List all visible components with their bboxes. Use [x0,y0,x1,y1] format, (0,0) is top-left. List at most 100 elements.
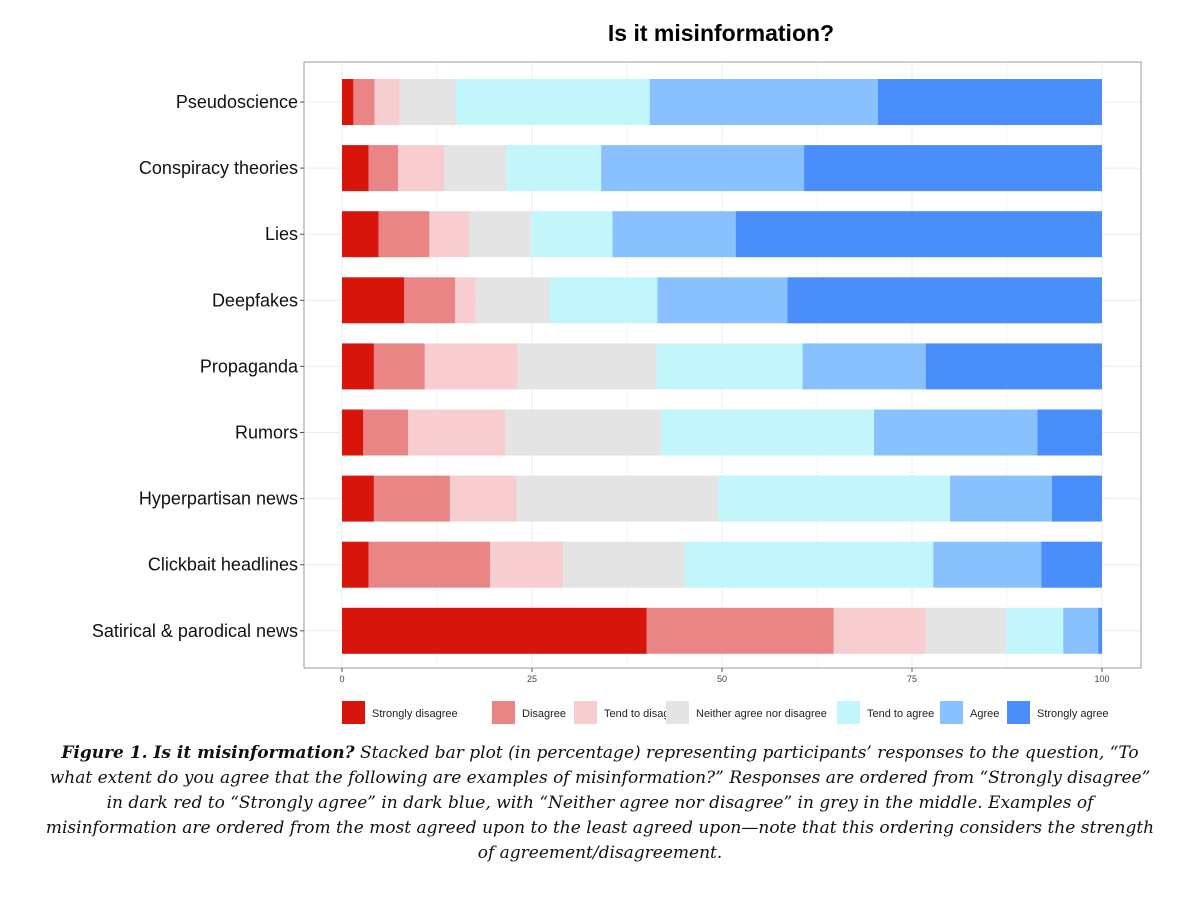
legend-swatch [837,701,860,724]
legend-label: Strongly agree [1037,708,1109,720]
bar-segment-strongly-disagree [342,277,405,324]
legend-label: Strongly disagree [372,708,458,720]
bar-segment-tend-to-disagree [449,475,517,522]
bar-segment-agree [649,79,878,125]
bar-segment-tend-to-agree [456,79,650,125]
bar-segment-tend-to-agree [531,211,613,258]
bar-segment-agree [802,343,926,390]
bar-segment-strongly-disagree [342,541,369,588]
bar-segment-neither-agree-nor-disagree [399,79,456,125]
bar-segment-tend-to-disagree [424,343,518,390]
bar-segment-strongly-agree [1037,409,1102,456]
category-label: Hyperpartisan news [139,489,298,509]
bar-segment-neither-agree-nor-disagree [468,211,532,258]
category-label: Deepfakes [212,290,298,310]
legend-label: Tend to disagree [604,708,685,720]
bar-segment-tend-to-agree [684,541,934,588]
category-label: Clickbait headlines [148,555,298,575]
category-label: Satirical & parodical news [92,621,298,641]
figure-caption: Figure 1. Is it misinformation? Stacked … [40,741,1160,866]
x-tick-label: 75 [907,674,917,684]
bar-segment-tend-to-agree [549,277,658,324]
bar-segment-agree [601,145,805,192]
bar-segment-strongly-agree [735,211,1102,258]
bar-segment-agree [1063,607,1099,654]
caption-lead: Figure 1. Is it misinformation? [61,743,355,763]
x-axis: 0 25 50 75 100 [339,668,1110,684]
bar-segment-strongly-disagree [342,343,374,390]
bar-segment-disagree [378,211,430,258]
caption-body: Stacked bar plot (in percentage) represe… [45,743,1155,863]
bar-segment-strongly-disagree [342,475,374,522]
bar-segment-strongly-disagree [342,145,369,192]
bar-segment-tend-to-disagree [374,79,400,125]
bars [342,79,1102,654]
legend-swatch [574,701,597,724]
stacked-bar-chart: Is it misinformation? Pseudoscience Consp… [92,20,1142,724]
bar-segment-tend-to-disagree [429,211,469,258]
bar-segment-neither-agree-nor-disagree [563,541,685,588]
category-label: Propaganda [200,356,299,376]
bar-segment-neither-agree-nor-disagree [516,475,719,522]
bar-segment-agree [933,541,1042,588]
bar-segment-neither-agree-nor-disagree [925,607,1007,654]
bar-segment-agree [612,211,736,258]
bar-segment-strongly-disagree [342,607,647,654]
bar-segment-agree [874,409,1038,456]
bar-segment-tend-to-agree [661,409,874,456]
category-labels: Pseudoscience Conspiracy theories Lies Deep… [92,92,304,641]
bar-segment-tend-to-agree [506,145,602,192]
bar-segment-strongly-agree [1098,607,1102,654]
bar-segment-disagree [646,607,834,654]
category-label: Conspiracy theories [139,158,298,178]
bar-segment-tend-to-disagree [398,145,445,192]
chart-title: Is it misinformation? [608,20,834,46]
bar-segment-disagree [373,475,450,522]
bar-segment-tend-to-agree [656,343,803,390]
bar-segment-tend-to-disagree [408,409,506,456]
legend-label: Neither agree nor disagree [696,708,827,720]
legend-swatch [940,701,963,724]
bar-segment-tend-to-agree [1006,607,1064,654]
bar-segment-strongly-agree [787,277,1102,324]
bar-segment-strongly-disagree [342,211,379,258]
bar-segment-disagree [363,409,409,456]
bar-segment-tend-to-agree [718,475,950,522]
legend-swatch [1007,701,1030,724]
legend-swatch [342,701,365,724]
bar-segment-strongly-agree [1041,541,1102,588]
legend-label: Tend to agree [867,708,934,720]
bar-segment-strongly-disagree [342,409,364,456]
bar-segment-tend-to-disagree [455,277,476,324]
bar-segment-strongly-agree [804,145,1102,192]
bar-segment-strongly-agree [925,343,1102,390]
category-label: Rumors [235,423,298,443]
x-tick-label: 100 [1094,674,1109,684]
legend-swatch [666,701,689,724]
bar-segment-disagree [368,145,399,192]
bar-segment-neither-agree-nor-disagree [475,277,550,324]
bar-segment-strongly-disagree [342,79,354,125]
bar-segment-strongly-agree [1051,475,1102,522]
category-label: Lies [265,224,298,244]
x-tick-label: 0 [339,674,344,684]
bar-segment-tend-to-disagree [490,541,564,588]
bar-segment-disagree [404,277,456,324]
x-tick-label: 50 [717,674,727,684]
legend: Strongly disagree Disagree Tend to disagre… [342,701,1109,724]
bar-segment-agree [657,277,788,324]
bar-segment-neither-agree-nor-disagree [444,145,507,192]
bar-segment-strongly-agree [877,79,1102,125]
bar-segment-disagree [353,79,375,125]
legend-label: Disagree [522,708,566,720]
x-tick-label: 25 [527,674,537,684]
bar-segment-neither-agree-nor-disagree [517,343,657,390]
bar-segment-disagree [368,541,491,588]
legend-label: Agree [970,708,999,720]
bar-segment-agree [950,475,1052,522]
bar-segment-neither-agree-nor-disagree [505,409,662,456]
bar-segment-disagree [373,343,425,390]
legend-swatch [492,701,515,724]
category-label: Pseudoscience [176,92,298,112]
bar-segment-tend-to-disagree [833,607,926,654]
